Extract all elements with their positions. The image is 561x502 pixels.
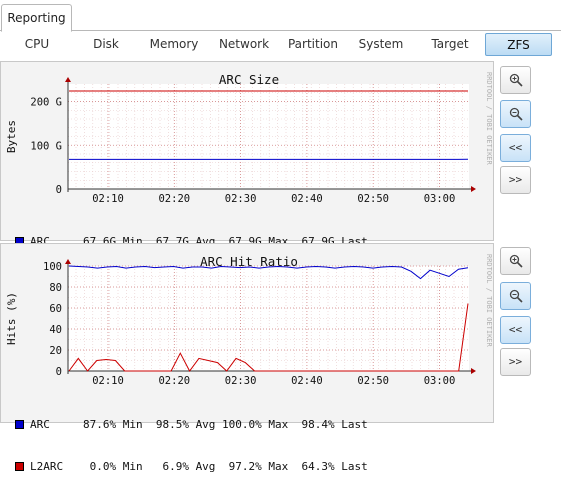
x-tick-label: 02:30 bbox=[225, 193, 257, 205]
x-tick-label: 02:20 bbox=[158, 375, 190, 387]
y-axis-label: Hits (%) bbox=[5, 292, 18, 345]
legend-row-l2arc: L2ARC 0.0% Min 6.9% Avg 97.2% Max 64.3% … bbox=[15, 460, 368, 474]
x-tick-label: 03:00 bbox=[424, 375, 456, 387]
x-axis-arrow bbox=[471, 186, 476, 192]
next-period-button[interactable]: >> bbox=[500, 348, 531, 376]
legend-text: L2ARC 0.0% Min 6.9% Avg 97.2% Max 64.3% … bbox=[30, 460, 368, 473]
x-tick-label: 02:10 bbox=[92, 193, 124, 205]
next-period-button[interactable]: >> bbox=[500, 166, 531, 194]
y-tick-label: 80 bbox=[49, 282, 62, 294]
subtab-partition[interactable]: Partition bbox=[286, 33, 340, 56]
arc-hit-ratio-legend: ARC 87.6% Min 98.5% Avg 100.0% Max 98.4%… bbox=[15, 390, 368, 502]
zoom-out-button[interactable] bbox=[500, 100, 531, 128]
zoom-in-icon bbox=[509, 73, 523, 87]
y-tick-label: 0 bbox=[56, 366, 62, 378]
tab-reporting[interactable]: Reporting bbox=[1, 4, 72, 32]
zoom-in-button[interactable] bbox=[500, 66, 531, 94]
subtab-network[interactable]: Network bbox=[217, 33, 271, 56]
x-tick-label: 02:10 bbox=[92, 375, 124, 387]
y-tick-label: 100 G bbox=[30, 140, 62, 152]
x-tick-label: 02:20 bbox=[158, 193, 190, 205]
subtab-disk[interactable]: Disk bbox=[88, 33, 124, 56]
chart-title: ARC Size bbox=[219, 72, 279, 87]
x-tick-label: 02:50 bbox=[357, 193, 389, 205]
x-tick-label: 02:40 bbox=[291, 375, 323, 387]
y-tick-label: 100 bbox=[43, 261, 62, 273]
arc-size-graph: 02:10 02:20 02:30 02:40 02:50 03:00 0 100 G 200 … bbox=[0, 61, 494, 241]
subtab-system[interactable]: System bbox=[357, 33, 405, 56]
y-tick-label: 20 bbox=[49, 345, 62, 357]
y-axis-label: Bytes bbox=[5, 120, 18, 153]
zoom-in-button[interactable] bbox=[500, 247, 531, 275]
l2arc-swatch bbox=[15, 462, 24, 471]
prev-period-button[interactable]: << bbox=[500, 134, 531, 162]
reporting-subtabs: CPU Disk Memory Network Partition System… bbox=[0, 31, 561, 57]
legend-row-arc: ARC 87.6% Min 98.5% Avg 100.0% Max 98.4%… bbox=[15, 418, 368, 432]
y-tick-label: 0 bbox=[56, 184, 62, 196]
prev-period-button[interactable]: << bbox=[500, 316, 531, 344]
y-axis-arrow bbox=[65, 259, 71, 264]
x-tick-label: 02:40 bbox=[291, 193, 323, 205]
x-tick-label: 03:00 bbox=[424, 193, 456, 205]
zoom-out-icon bbox=[509, 289, 523, 303]
main-tabbar: Reporting bbox=[0, 0, 561, 31]
subtab-target[interactable]: Target bbox=[428, 33, 472, 56]
rrdtool-watermark: RRDTOOL / TOBI OETIKER bbox=[485, 72, 493, 166]
zoom-out-button[interactable] bbox=[500, 282, 531, 310]
y-axis-arrow bbox=[65, 77, 71, 82]
rrdtool-watermark: RRDTOOL / TOBI OETIKER bbox=[485, 254, 493, 348]
y-tick-label: 200 G bbox=[30, 97, 62, 109]
zoom-in-icon bbox=[509, 254, 523, 268]
arc-hit-ratio-graph: 02:10 02:20 02:30 02:40 02:50 03:00 0 20 40 60 80 1… bbox=[0, 243, 494, 423]
x-tick-label: 02:30 bbox=[225, 375, 257, 387]
y-tick-label: 60 bbox=[49, 303, 62, 315]
x-axis-arrow bbox=[471, 368, 476, 374]
subtab-memory[interactable]: Memory bbox=[148, 33, 200, 56]
subtab-zfs[interactable]: ZFS bbox=[485, 33, 552, 56]
y-tick-label: 40 bbox=[49, 324, 62, 336]
zoom-out-icon bbox=[509, 107, 523, 121]
subtab-cpu[interactable]: CPU bbox=[22, 33, 52, 56]
x-tick-label: 02:50 bbox=[357, 375, 389, 387]
